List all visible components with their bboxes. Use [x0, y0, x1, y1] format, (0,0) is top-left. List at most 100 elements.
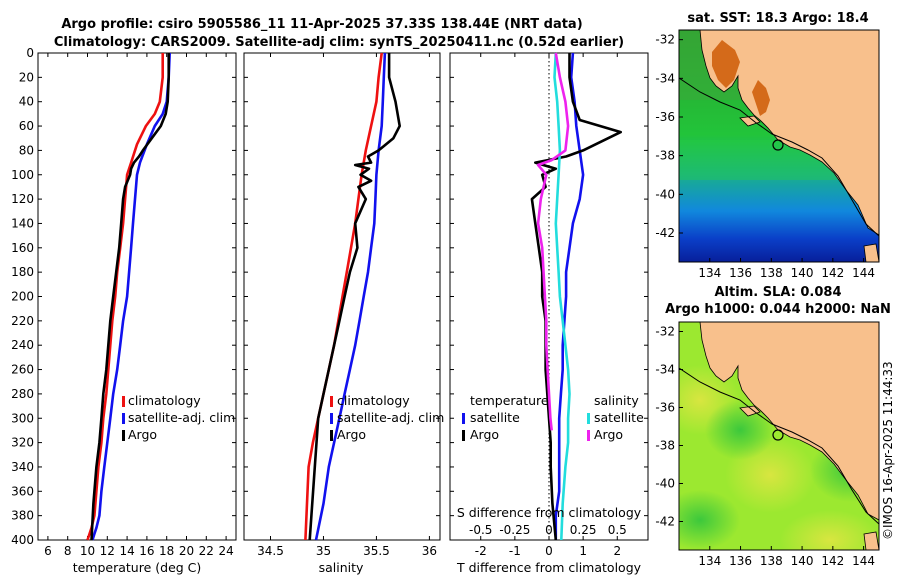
legend-heading-salinity: salinity [594, 393, 639, 408]
temperature-legend: climatology satellite-adj. clim Argo [122, 393, 235, 442]
x-tick-label: -2 [475, 544, 487, 558]
y-tick-label: 240 [11, 338, 34, 352]
sst-gulf2-hot-water [752, 80, 770, 116]
series-line-satellite-adj-clim [91, 52, 171, 541]
sst-map-title: sat. SST: 18.3 Argo: 18.4 [687, 11, 868, 26]
x-tick-label: -1 [509, 544, 521, 558]
series-line-argo [90, 53, 170, 541]
sla-high-anomaly [780, 510, 879, 550]
map-y-tick-label: -40 [655, 477, 675, 491]
y-tick-label: 340 [11, 460, 34, 474]
temperature-xlabel: temperature (deg C) [73, 560, 202, 575]
map-y-tick-label: -42 [655, 226, 675, 240]
map-y-tick-label: -40 [655, 187, 675, 201]
legend-swatch-salinity-satellite [587, 413, 590, 424]
y-tick-label: 180 [11, 265, 34, 279]
sla-low-anomaly [705, 400, 775, 460]
legend-label-temperature-argo: Argo [470, 427, 499, 442]
legend-heading-temperature: temperature [470, 393, 549, 408]
series-line-argo [308, 53, 402, 541]
y-tick-label: 0 [26, 46, 34, 60]
x-tick-label: 18 [159, 544, 174, 558]
map-y-tick-label: -36 [655, 401, 675, 415]
map-x-tick-label: 134 [698, 554, 721, 568]
x-tick-label: 34.5 [257, 544, 284, 558]
y-tick-label: 160 [11, 241, 34, 255]
map-x-tick-label: 138 [760, 266, 783, 280]
x2-tick-label: -0.25 [499, 523, 530, 537]
y-tick-label: 360 [11, 484, 34, 498]
x-tick-label: 2 [613, 544, 621, 558]
y-tick-label: 20 [19, 70, 34, 84]
sla-map-title-line1: Altim. SLA: 0.084 [715, 285, 842, 300]
salinity-panel: 34.5 35 35.5 36 [243, 52, 441, 558]
legend-label-climatology: climatology [337, 393, 410, 408]
x-tick-label: 6 [44, 544, 52, 558]
y-tick-label: 100 [11, 168, 34, 182]
figure-title-line1: Argo profile: csiro 5905586_11 11-Apr-20… [61, 17, 582, 32]
map-x-tick-label: 136 [729, 554, 752, 568]
map-x-tick-label: 144 [852, 554, 875, 568]
legend-label-climatology: climatology [128, 393, 201, 408]
sla-tasmania [863, 531, 879, 550]
x2-tick-label: -0.5 [469, 523, 492, 537]
sla-land-australia [699, 322, 879, 521]
sla-map-ticks: 134 136 138 140 142 144 -32 -34 -36 -38 -40 -42 [655, 325, 875, 569]
x-tick-label: 36 [422, 544, 437, 558]
x-tick-label: 10 [80, 544, 95, 558]
map-y-tick-label: -36 [655, 110, 675, 124]
map-y-tick-label: -32 [655, 325, 675, 339]
sst-argo-marker [772, 139, 784, 151]
x-tick-label: 12 [100, 544, 115, 558]
map-y-tick-label: -34 [655, 71, 675, 85]
sla-map-frame [678, 321, 880, 551]
imos-credit: ©IMOS 16-Apr-2025 11:44:33 [881, 361, 895, 540]
series-line-salinity-argo [536, 52, 570, 431]
legend-label-temperature-satellite: satellite [470, 410, 520, 425]
sst-map [679, 30, 879, 262]
legend-label-salinity-satellite: satellite [594, 410, 644, 425]
map-x-tick-label: 136 [729, 266, 752, 280]
sla-map-title-line2: Argo h1000: 0.044 h2000: NaN [665, 302, 891, 317]
legend-swatch-satellite [330, 413, 333, 424]
x-tick-label: 16 [139, 544, 154, 558]
series-line-temperature-argo [530, 53, 623, 541]
sst-kangaroo-island [739, 115, 761, 127]
x-tick-label: 20 [179, 544, 194, 558]
legend-swatch-temperature-satellite [462, 413, 465, 424]
sst-gulf-hot-water [712, 40, 740, 88]
map-y-tick-label: -42 [655, 515, 675, 529]
sla-shelf-contour [679, 367, 879, 525]
salinity-legend: climatology satellite-adj. clim Argo [330, 393, 444, 442]
sst-land-australia [699, 30, 879, 236]
legend-swatch-climatology [330, 396, 333, 407]
map-x-tick-label: 144 [852, 266, 875, 280]
x-tick-label: 35 [316, 544, 331, 558]
x-tick-label: 1 [579, 544, 587, 558]
plot-frame [37, 52, 237, 541]
map-x-tick-label: 140 [791, 554, 814, 568]
legend-swatch-argo [122, 430, 125, 441]
legend-swatch-argo [330, 430, 333, 441]
legend-label-satellite: satellite-adj. clim [128, 410, 235, 425]
map-y-tick-label: -32 [655, 33, 675, 47]
y-tick-label: 40 [19, 95, 34, 109]
y-tick-label: 200 [11, 290, 34, 304]
x-tick-label: 8 [64, 544, 72, 558]
y-tick-label: 260 [11, 363, 34, 377]
sst-tasmania [863, 243, 879, 262]
y-tick-label: 120 [11, 192, 34, 206]
map-y-tick-label: -34 [655, 363, 675, 377]
y-tick-label: 300 [11, 411, 34, 425]
series-line-salinity-satellite [553, 52, 571, 541]
legend-label-argo: Argo [337, 427, 366, 442]
s-difference-xlabel: S difference from climatology [457, 505, 642, 520]
t-difference-xlabel: T difference from climatology [456, 560, 642, 575]
legend-label-salinity-argo: Argo [594, 427, 623, 442]
legend-swatch-satellite [122, 413, 125, 424]
map-x-tick-label: 140 [791, 266, 814, 280]
series-line-temperature-satellite [554, 52, 585, 540]
difference-legend: temperature satellite Argo salinity sate… [462, 393, 644, 442]
